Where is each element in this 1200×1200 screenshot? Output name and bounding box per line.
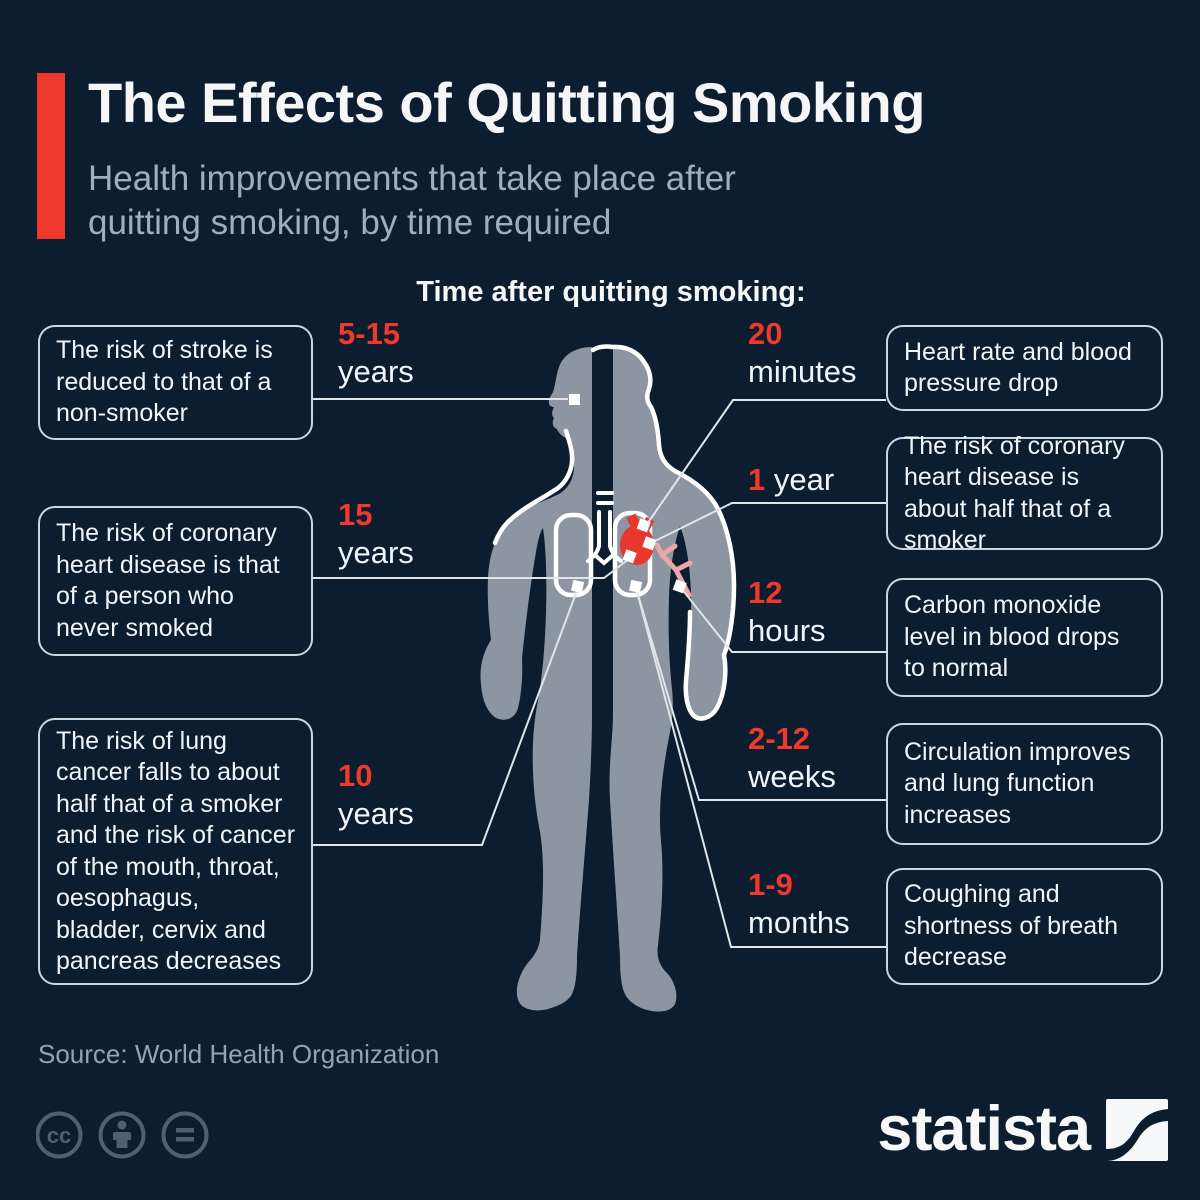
source-text: Source: World Health Organization <box>38 1039 440 1069</box>
callout-text: Carbon monoxide level in blood drops to … <box>904 591 1120 683</box>
body-outline-right <box>590 344 737 721</box>
title-accent-bar <box>37 73 65 239</box>
marker-brain <box>569 394 580 405</box>
marker-right-lung <box>629 579 643 593</box>
connector-line-coughing-1-9m <box>635 587 886 948</box>
body-outline-left-shoulder <box>492 428 575 546</box>
connector-line-coronary-15y <box>313 558 630 579</box>
no-derivatives-glyph <box>176 1128 194 1142</box>
cc-icon <box>36 1111 83 1159</box>
time-unit: weeks <box>748 758 836 794</box>
time-unit: years <box>338 795 414 831</box>
statista-logo-mark <box>1106 1098 1168 1161</box>
time-unit: months <box>748 904 850 940</box>
callout-text: Circulation improves and lung function i… <box>904 737 1131 829</box>
connector-line-carbon-monoxide-12h <box>680 587 886 653</box>
callout-carbon-monoxide: Carbon monoxide level in blood drops to … <box>886 578 1163 697</box>
statista-logo: statista <box>0 1098 1168 1161</box>
time-value: 15 <box>338 497 373 532</box>
statista-wordmark: statista <box>877 1094 1091 1164</box>
callout-text: Heart rate and blood pressure drop <box>904 337 1132 398</box>
time-label-1-9-months: 1-9 months <box>748 866 903 942</box>
callout-text: The risk of coronary heart disease is th… <box>56 519 280 642</box>
marker-heart-top <box>636 518 651 533</box>
time-label-12-hours: 12 hours <box>748 574 893 650</box>
callout-text: Coughing and shortness of breath decreas… <box>904 880 1119 972</box>
time-unit: year <box>773 462 835 497</box>
marker-arm-vessels <box>672 579 687 594</box>
time-unit: hours <box>748 612 826 648</box>
callout-stroke-risk: The risk of stroke is reduced to that of… <box>38 325 313 440</box>
connector-line-lung-cancer-10y <box>313 587 579 846</box>
subtitle-line-2: quitting smoking, by time required <box>88 203 612 243</box>
callout-lung-cancer-10-years: The risk of lung cancer falls to about h… <box>38 718 313 985</box>
time-unit: years <box>338 534 414 570</box>
no-derivatives-icon <box>161 1111 209 1159</box>
page-subtitle: Health improvements that take place afte… <box>88 157 988 245</box>
time-label-2-12-weeks: 2-12 weeks <box>748 720 893 796</box>
time-value: 20 <box>748 316 783 351</box>
time-value: 1-9 <box>748 867 793 902</box>
marker-heart-bottom <box>622 549 637 564</box>
time-label-10-years: 10 years <box>338 757 473 833</box>
time-label-20-minutes: 20 minutes <box>748 315 893 391</box>
callout-text: The risk of stroke is reduced to that of… <box>56 336 273 428</box>
callout-text: The risk of lung cancer falls to about h… <box>56 726 296 976</box>
trachea-icon <box>586 491 623 566</box>
callout-coughing: Coughing and shortness of breath decreas… <box>886 868 1163 985</box>
connector-lines <box>313 398 886 948</box>
page-title: The Effects of Quitting Smoking <box>88 71 925 134</box>
time-unit: years <box>338 353 414 389</box>
callout-heart-rate: Heart rate and blood pressure drop <box>886 325 1163 411</box>
callout-circulation: Circulation improves and lung function i… <box>886 723 1163 845</box>
time-unit: minutes <box>748 353 857 389</box>
attribution-glyph <box>113 1120 131 1148</box>
time-value: 2-12 <box>748 721 811 756</box>
time-label-1-year: 1 year <box>748 461 913 499</box>
cc-glyph: cc <box>47 1123 71 1148</box>
subtitle-line-1: Health improvements that take place afte… <box>88 159 736 198</box>
diagram-heading: Time after quitting smoking: <box>416 276 806 308</box>
time-value: 10 <box>338 758 373 793</box>
time-label-5-15-years: 5-15 years <box>338 315 473 391</box>
time-value: 5-15 <box>338 316 401 351</box>
time-value: 12 <box>748 575 783 610</box>
connector-line-circulation-2-12w <box>635 587 886 801</box>
body-left-half <box>480 347 592 1011</box>
connector-line-coronary-1y <box>650 502 886 544</box>
left-lung <box>553 512 594 598</box>
time-value: 1 <box>748 462 766 497</box>
connector-line-heart-rate-20min <box>644 399 886 528</box>
creative-commons-license-icons: cc <box>36 1111 209 1159</box>
connection-markers <box>569 394 687 594</box>
marker-left-lung <box>571 579 585 593</box>
attribution-icon <box>98 1111 146 1159</box>
callout-coronary-15-years: The risk of coronary heart disease is th… <box>38 506 313 656</box>
callout-coronary-1-year: The risk of coronary heart disease is ab… <box>886 432 1163 554</box>
marker-heart-right <box>642 536 657 551</box>
time-label-15-years: 15 years <box>338 496 473 572</box>
body-right-half <box>609 346 734 1012</box>
callout-text: The risk of coronary heart disease is ab… <box>904 431 1125 555</box>
